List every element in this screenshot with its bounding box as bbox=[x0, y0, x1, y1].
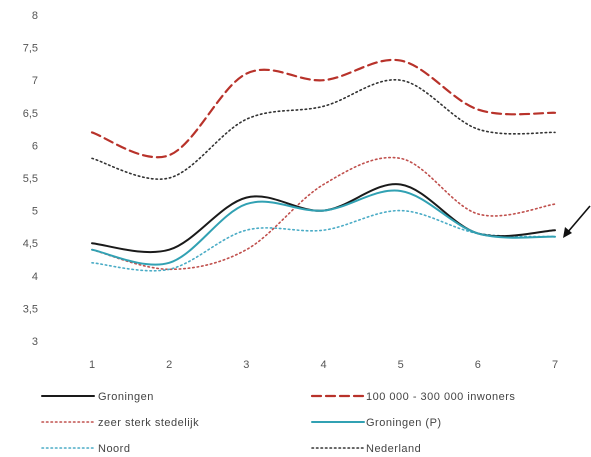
y-tick-label: 7,5 bbox=[23, 43, 38, 55]
y-tick-label: 6,5 bbox=[23, 108, 38, 120]
x-tick-label: 6 bbox=[475, 359, 481, 371]
series-line-2 bbox=[91, 156, 556, 271]
y-tick-label: 5 bbox=[32, 206, 38, 218]
series-line-3 bbox=[91, 189, 556, 266]
y-tick-label: 3,5 bbox=[23, 303, 38, 315]
y-tick-label: 4,5 bbox=[23, 238, 38, 250]
series-line-0 bbox=[91, 183, 556, 254]
legend-label-5: Nederland bbox=[366, 443, 421, 455]
x-tick-label: 1 bbox=[89, 359, 95, 371]
y-tick-label: 7 bbox=[32, 75, 38, 87]
y-tick-label: 5,5 bbox=[23, 173, 38, 185]
series-line-4 bbox=[91, 209, 556, 272]
legend-label-0: Groningen bbox=[98, 391, 154, 403]
series-line-5 bbox=[91, 79, 556, 180]
y-tick-label: 8 bbox=[32, 10, 38, 22]
legend-label-1: 100 000 - 300 000 inwoners bbox=[366, 391, 515, 403]
x-tick-label: 2 bbox=[166, 359, 172, 371]
y-tick-label: 3 bbox=[32, 336, 38, 348]
x-tick-label: 5 bbox=[398, 359, 404, 371]
legend-label-4: Noord bbox=[98, 443, 130, 455]
y-tick-label: 6 bbox=[32, 140, 38, 152]
y-tick-label: 4 bbox=[32, 271, 38, 283]
legend-label-2: zeer sterk stedelijk bbox=[98, 417, 199, 429]
series-lines bbox=[90, 58, 557, 272]
series-line-1 bbox=[90, 58, 557, 159]
legend: Groningen 100 000 - 300 000 inwoners zeer … bbox=[41, 391, 515, 455]
x-tick-label: 3 bbox=[243, 359, 249, 371]
y-axis-ticks: 3 3,5 4 4,5 5 5,5 6 6,5 7 7,5 8 bbox=[23, 10, 38, 348]
x-tick-label: 7 bbox=[552, 359, 558, 371]
arrow-icon bbox=[563, 205, 591, 238]
x-axis-ticks: 1 2 3 4 5 6 7 bbox=[89, 359, 558, 371]
x-tick-label: 4 bbox=[320, 359, 326, 371]
legend-label-3: Groningen (P) bbox=[366, 417, 442, 429]
